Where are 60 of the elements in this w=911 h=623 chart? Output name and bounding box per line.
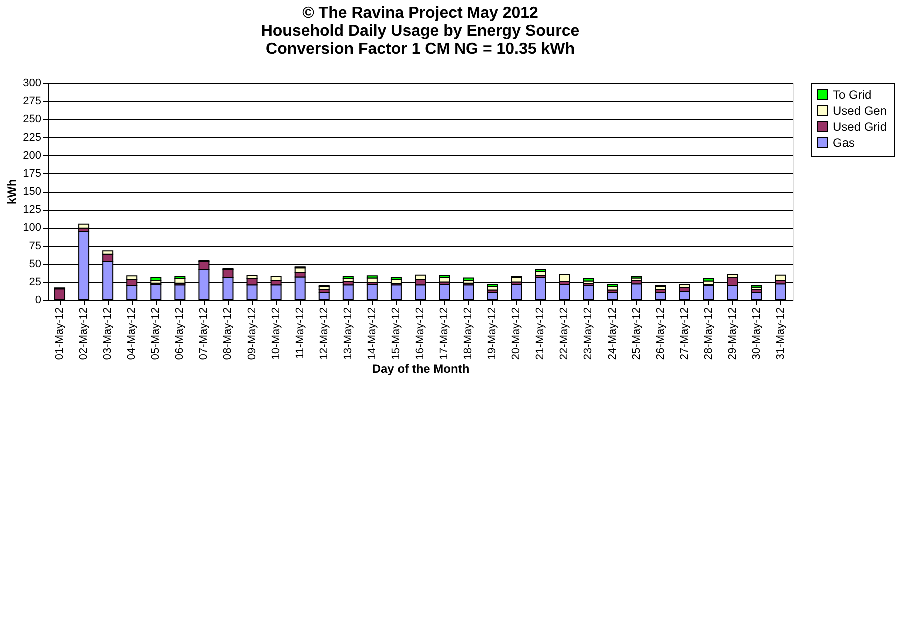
bar bbox=[703, 278, 714, 282]
x-tick-label: 03-May-12 bbox=[102, 308, 114, 360]
x-tick-label: 16-May-12 bbox=[414, 308, 426, 360]
y-tick-label: 125 bbox=[23, 204, 42, 216]
y-tick-label: 100 bbox=[23, 222, 42, 234]
bar bbox=[463, 278, 474, 281]
legend-label: Gas bbox=[833, 136, 856, 150]
x-tick-label: 11-May-12 bbox=[294, 308, 306, 360]
bar bbox=[775, 274, 786, 281]
bar bbox=[270, 276, 282, 282]
bar bbox=[390, 277, 402, 280]
y-tick-label: 150 bbox=[23, 186, 42, 198]
bar bbox=[535, 269, 546, 272]
y-tick-label: 50 bbox=[29, 258, 42, 270]
x-tick-label: 04-May-12 bbox=[126, 308, 138, 360]
y-axis-title: kWh bbox=[5, 179, 20, 205]
x-tick-label: 12-May-12 bbox=[318, 308, 330, 360]
chart-title: © The Ravina Project May 2012 Household Daily Usage by Energy Source Conversion Factor 1 CM NG = 10.35 kWh bbox=[261, 5, 580, 58]
y-tick-label: 225 bbox=[23, 132, 42, 144]
y-tick-label: 250 bbox=[23, 114, 42, 126]
legend-label: Used Grid bbox=[833, 120, 888, 134]
legend-label: To Grid bbox=[833, 88, 872, 102]
x-tick-label: 25-May-12 bbox=[630, 308, 643, 360]
x-tick-label: 27-May-12 bbox=[678, 308, 691, 360]
x-tick-label: 29-May-12 bbox=[726, 308, 739, 360]
y-tick-label: 200 bbox=[23, 150, 42, 162]
bar bbox=[583, 278, 594, 282]
bar bbox=[559, 274, 570, 282]
y-tick-label: 275 bbox=[23, 96, 42, 108]
x-tick-label: 18-May-12 bbox=[462, 308, 475, 360]
x-tick-label: 20-May-12 bbox=[510, 308, 523, 360]
x-tick-label: 31-May-12 bbox=[774, 308, 787, 360]
x-tick-label: 23-May-12 bbox=[582, 308, 595, 360]
x-tick-label: 09-May-12 bbox=[246, 308, 258, 360]
x-tick-label: 08-May-12 bbox=[222, 308, 234, 360]
x-tick-label: 07-May-12 bbox=[198, 308, 210, 360]
x-tick-label: 19-May-12 bbox=[486, 308, 499, 360]
bar bbox=[150, 277, 162, 281]
y-tick-label: 300 bbox=[23, 78, 42, 90]
x-tick-label: 22-May-12 bbox=[558, 308, 571, 360]
y-tick-label: 175 bbox=[23, 168, 42, 180]
x-tick-label: 26-May-12 bbox=[654, 308, 667, 360]
x-tick-label: 10-May-12 bbox=[270, 308, 282, 360]
x-tick-label: 13-May-12 bbox=[342, 308, 354, 360]
x-tick-label: 28-May-12 bbox=[702, 308, 715, 360]
x-tick-label: 14-May-12 bbox=[366, 308, 378, 360]
y-tick-label: 0 bbox=[35, 294, 42, 306]
x-tick-label: 02-May-12 bbox=[78, 308, 90, 360]
y-tick-label: 75 bbox=[29, 240, 42, 252]
x-tick-label: 06-May-12 bbox=[174, 308, 186, 360]
x-tick-label: 01-May-12 bbox=[54, 308, 66, 360]
y-tick-label: 25 bbox=[29, 276, 42, 288]
legend-label: Used Gen bbox=[833, 104, 888, 118]
x-tick-label: 30-May-12 bbox=[750, 308, 763, 360]
x-axis-title: Day of the Month bbox=[372, 362, 470, 376]
x-tick-label: 24-May-12 bbox=[606, 308, 619, 360]
x-tick-label: 17-May-12 bbox=[438, 308, 451, 360]
x-tick-label: 21-May-12 bbox=[534, 308, 547, 360]
x-tick-label: 15-May-12 bbox=[390, 308, 402, 360]
x-tick-label: 05-May-12 bbox=[150, 308, 162, 360]
